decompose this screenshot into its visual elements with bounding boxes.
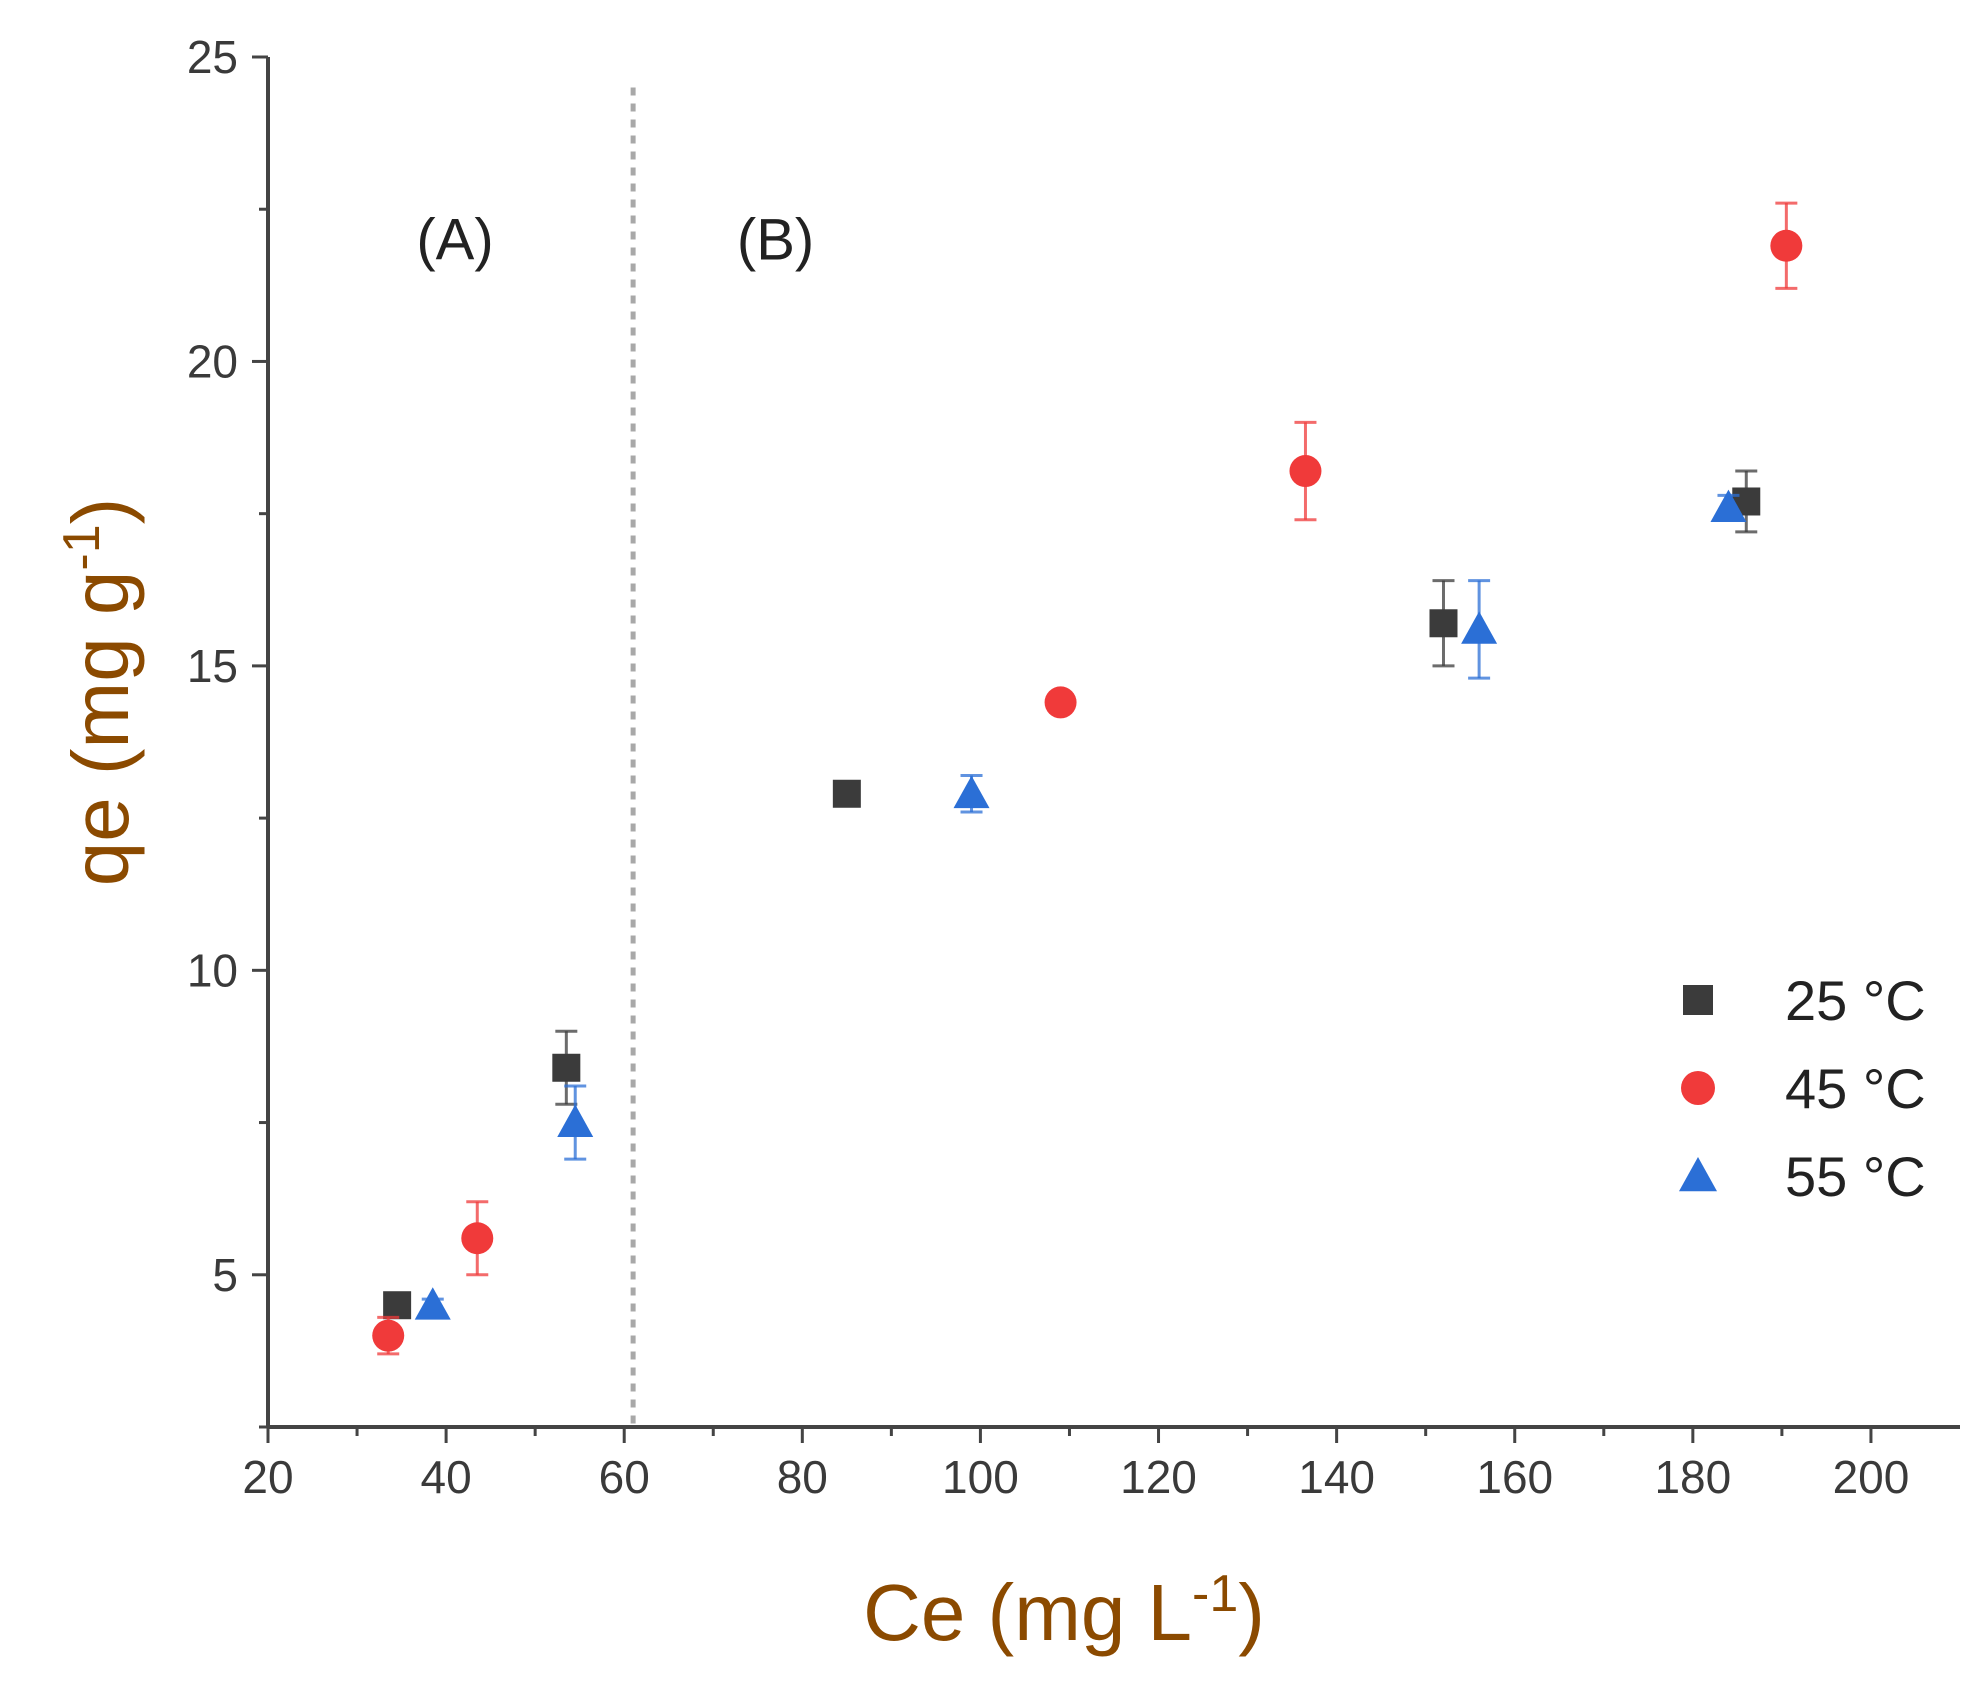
x-tick-label: 140 bbox=[1298, 1451, 1375, 1503]
legend: 25 °C 45 °C 55 °C bbox=[1679, 969, 1926, 1208]
data-point-circle bbox=[1289, 455, 1322, 488]
y-tick-label: 20 bbox=[187, 335, 238, 387]
data-point-triangle bbox=[1461, 611, 1498, 644]
x-tick-label: 20 bbox=[242, 1451, 293, 1503]
data-point-triangle bbox=[414, 1287, 451, 1320]
x-tick-label: 120 bbox=[1120, 1451, 1197, 1503]
x-tick-label: 160 bbox=[1476, 1451, 1553, 1503]
x-tick-label: 60 bbox=[599, 1451, 650, 1503]
x-tick-label: 100 bbox=[942, 1451, 1019, 1503]
y-tick-label: 10 bbox=[187, 944, 238, 996]
legend-label: 45 °C bbox=[1785, 1057, 1926, 1120]
data-point-square bbox=[1429, 609, 1458, 638]
x-tick-label: 200 bbox=[1833, 1451, 1910, 1503]
x-tick-label: 80 bbox=[777, 1451, 828, 1503]
region-label: (A) bbox=[416, 208, 493, 273]
axis-titles: Ce (mg L-1) qe (mg g-1) bbox=[53, 498, 1265, 1657]
y-tick-label: 15 bbox=[187, 640, 238, 692]
data-point-triangle bbox=[557, 1104, 594, 1137]
data-point-square bbox=[383, 1291, 412, 1320]
data-point-triangle bbox=[1710, 489, 1747, 522]
data-point-circle bbox=[1770, 229, 1803, 262]
y-axis-title: qe (mg g-1) bbox=[53, 498, 145, 887]
y-tick-label: 25 bbox=[187, 31, 238, 83]
legend-marker bbox=[1681, 1071, 1715, 1105]
x-tick-label: 180 bbox=[1654, 1451, 1731, 1503]
data-point-circle bbox=[1044, 686, 1077, 719]
data-points bbox=[372, 201, 1803, 1356]
axes: 20 40 60 80 100 120 140 160 180 200 5 10 15 20 25 bbox=[187, 31, 1960, 1503]
data-point-circle bbox=[461, 1222, 494, 1255]
legend-marker bbox=[1683, 985, 1713, 1015]
legend-label: 25 °C bbox=[1785, 969, 1926, 1032]
data-point-triangle bbox=[953, 775, 990, 809]
legend-label: 55 °C bbox=[1785, 1145, 1926, 1208]
region-label: (B) bbox=[737, 208, 814, 273]
data-point-square bbox=[552, 1053, 581, 1082]
y-tick-label: 5 bbox=[212, 1249, 238, 1301]
x-axis-title: Ce (mg L-1) bbox=[863, 1565, 1265, 1657]
data-point-square bbox=[832, 779, 861, 808]
region-labels: (A) (B) bbox=[416, 208, 814, 273]
data-point-circle bbox=[372, 1319, 405, 1352]
x-tick-label: 40 bbox=[421, 1451, 472, 1503]
legend-marker bbox=[1679, 1157, 1717, 1192]
